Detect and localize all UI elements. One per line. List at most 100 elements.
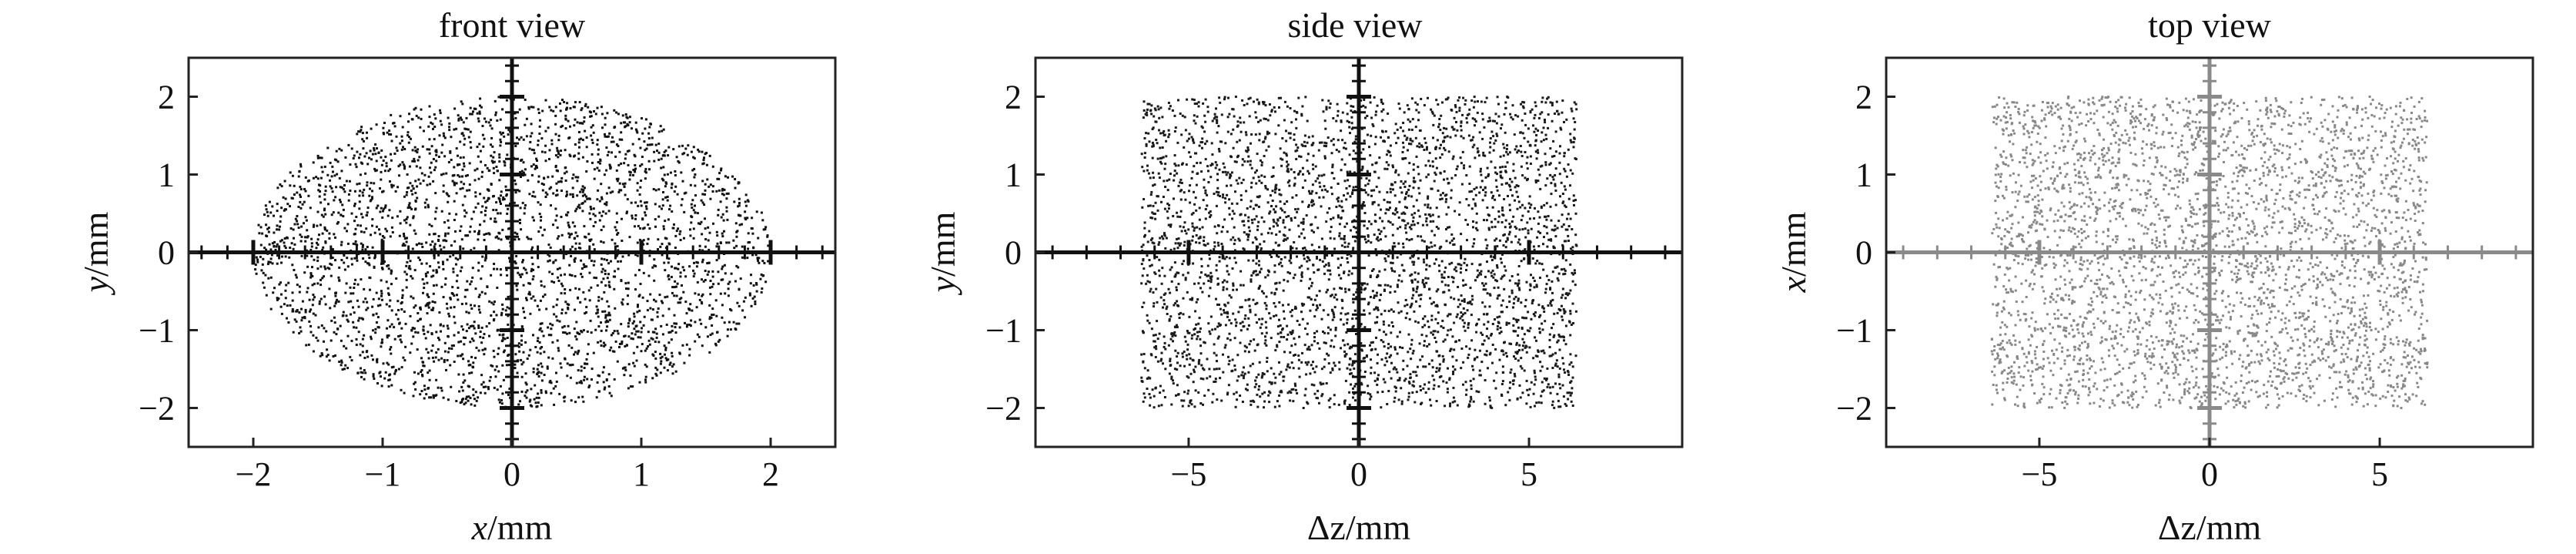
- scatter-point: [1295, 143, 1298, 146]
- scatter-point: [1290, 361, 1293, 364]
- scatter-point: [292, 331, 295, 334]
- scatter-point: [1427, 173, 1430, 176]
- scatter-point: [324, 185, 327, 188]
- scatter-point: [1150, 112, 1153, 116]
- scatter-point: [374, 331, 377, 334]
- scatter-point: [657, 143, 661, 146]
- scatter-point: [681, 144, 684, 147]
- scatter-point: [1247, 324, 1250, 327]
- scatter-point: [1427, 277, 1430, 280]
- scatter-point: [485, 233, 488, 235]
- scatter-point: [316, 238, 319, 241]
- scatter-point: [303, 271, 306, 274]
- scatter-point: [531, 277, 534, 280]
- scatter-point: [450, 344, 453, 348]
- scatter-point: [1536, 149, 1539, 152]
- scatter-point: [1411, 281, 1413, 284]
- scatter-point: [452, 267, 455, 270]
- scatter-point: [1141, 166, 1144, 169]
- scatter-point: [1351, 362, 1354, 365]
- scatter-point: [1198, 317, 1201, 320]
- scatter-point: [316, 210, 319, 213]
- scatter-point: [1181, 352, 1184, 355]
- scatter-point: [704, 189, 707, 192]
- scatter-point: [1246, 102, 1249, 106]
- scatter-point: [556, 237, 559, 240]
- scatter-point: [505, 268, 508, 271]
- scatter-point: [501, 392, 504, 395]
- scatter-point: [1209, 332, 1212, 335]
- scatter-point: [463, 403, 466, 406]
- scatter-point: [677, 263, 681, 266]
- scatter-point: [417, 331, 420, 334]
- scatter-point: [723, 264, 726, 267]
- scatter-point: [1411, 352, 1414, 355]
- scatter-point: [1470, 190, 1474, 193]
- scatter-point: [585, 358, 588, 361]
- scatter-point: [335, 149, 338, 153]
- scatter-point: [746, 217, 749, 220]
- scatter-point: [488, 322, 491, 325]
- scatter-point: [1380, 294, 1382, 297]
- scatter-point: [520, 176, 522, 178]
- scatter-point: [704, 193, 706, 196]
- scatter-point: [1368, 179, 1371, 182]
- scatter-point: [703, 156, 705, 159]
- scatter-point: [561, 326, 564, 329]
- scatter-point: [554, 164, 557, 167]
- scatter-point: [581, 395, 584, 398]
- scatter-point: [570, 245, 574, 248]
- scatter-point: [1557, 399, 1560, 402]
- scatter-point: [684, 301, 687, 304]
- scatter-point: [1363, 326, 1367, 329]
- scatter-point: [589, 217, 592, 220]
- scatter-point: [489, 217, 492, 220]
- scatter-point: [440, 151, 443, 154]
- scatter-point: [1280, 96, 1282, 99]
- scatter-point: [430, 349, 433, 352]
- scatter-point: [457, 154, 459, 157]
- scatter-point: [498, 401, 501, 404]
- scatter-point: [1412, 263, 1415, 266]
- scatter-point: [428, 152, 431, 155]
- scatter-point: [329, 179, 331, 182]
- scatter-point: [293, 237, 295, 240]
- scatter-point: [276, 243, 279, 246]
- scatter-point: [356, 371, 360, 374]
- scatter-point: [366, 211, 369, 214]
- scatter-point: [639, 164, 642, 167]
- scatter-point: [1387, 310, 1390, 313]
- scatter-point: [1189, 401, 1192, 404]
- scatter-point: [581, 156, 584, 159]
- scatter-point: [1347, 343, 1350, 346]
- scatter-point: [562, 331, 565, 334]
- scatter-point: [308, 320, 311, 323]
- scatter-point: [1464, 329, 1467, 332]
- scatter-point: [283, 209, 286, 212]
- scatter-point: [1181, 263, 1184, 266]
- scatter-point: [299, 163, 302, 166]
- scatter-point: [682, 290, 685, 294]
- scatter-point: [1277, 124, 1280, 127]
- scatter-point: [360, 317, 363, 320]
- scatter-point: [1199, 276, 1202, 279]
- scatter-point: [1235, 321, 1238, 324]
- scatter-point: [1514, 351, 1517, 354]
- scatter-point: [317, 326, 320, 329]
- scatter-point: [365, 227, 368, 230]
- scatter-point: [488, 334, 490, 337]
- scatter-point: [571, 195, 574, 198]
- scatter-point: [354, 163, 357, 166]
- scatter-point: [1546, 385, 1549, 388]
- scatter-point: [379, 187, 381, 190]
- scatter-point: [671, 291, 674, 294]
- scatter-point: [451, 286, 454, 289]
- scatter-point: [554, 384, 557, 388]
- y-tick-label: 1: [158, 156, 175, 194]
- scatter-point: [372, 329, 374, 332]
- scatter-point: [348, 180, 351, 183]
- scatter-point: [1527, 394, 1530, 397]
- scatter-point: [532, 334, 534, 337]
- scatter-point: [590, 286, 593, 289]
- scatter-point: [1468, 190, 1471, 193]
